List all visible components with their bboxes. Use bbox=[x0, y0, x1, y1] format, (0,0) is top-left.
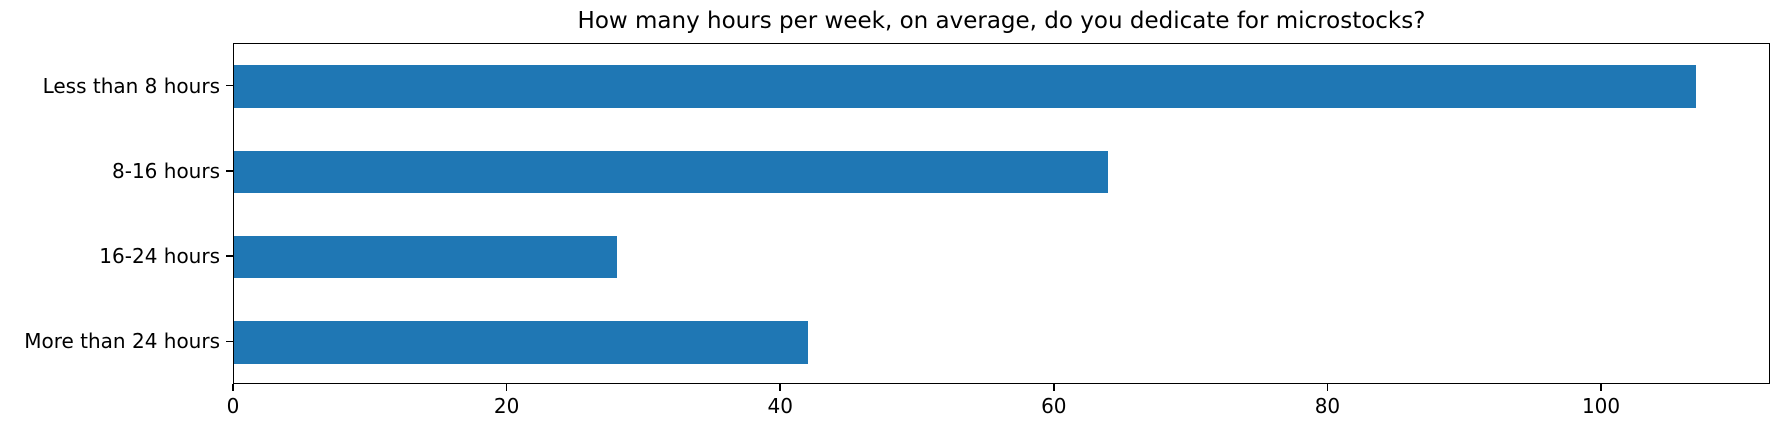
x-tick-mark bbox=[232, 384, 234, 391]
x-tick-mark bbox=[1053, 384, 1055, 391]
x-tick-mark bbox=[779, 384, 781, 391]
x-tick-label: 0 bbox=[226, 394, 240, 418]
plot-area bbox=[233, 43, 1770, 384]
y-tick-mark bbox=[226, 255, 233, 257]
bar-2 bbox=[234, 235, 617, 279]
y-tick-label: Less than 8 hours bbox=[42, 73, 220, 98]
y-tick-mark bbox=[226, 340, 233, 343]
y-tick-label: 8-16 hours bbox=[112, 158, 220, 183]
bar-0 bbox=[234, 65, 1696, 108]
y-tick-mark bbox=[226, 170, 233, 172]
x-tick-mark bbox=[505, 384, 508, 391]
x-tick-label: 100 bbox=[1581, 394, 1621, 418]
bar-3 bbox=[234, 321, 808, 364]
y-tick-label: 16-24 hours bbox=[99, 244, 220, 269]
y-tick-label: More than 24 hours bbox=[24, 329, 220, 354]
x-tick-label: 20 bbox=[493, 394, 520, 418]
x-tick-mark bbox=[1600, 384, 1602, 391]
x-tick-label: 60 bbox=[1041, 394, 1067, 418]
x-tick-mark bbox=[1326, 384, 1329, 391]
chart-title: How many hours per week, on average, do … bbox=[577, 8, 1426, 34]
y-tick-mark bbox=[226, 84, 233, 87]
bar-1 bbox=[234, 150, 1109, 194]
x-tick-label: 80 bbox=[1314, 394, 1341, 418]
x-tick-label: 40 bbox=[767, 394, 793, 418]
